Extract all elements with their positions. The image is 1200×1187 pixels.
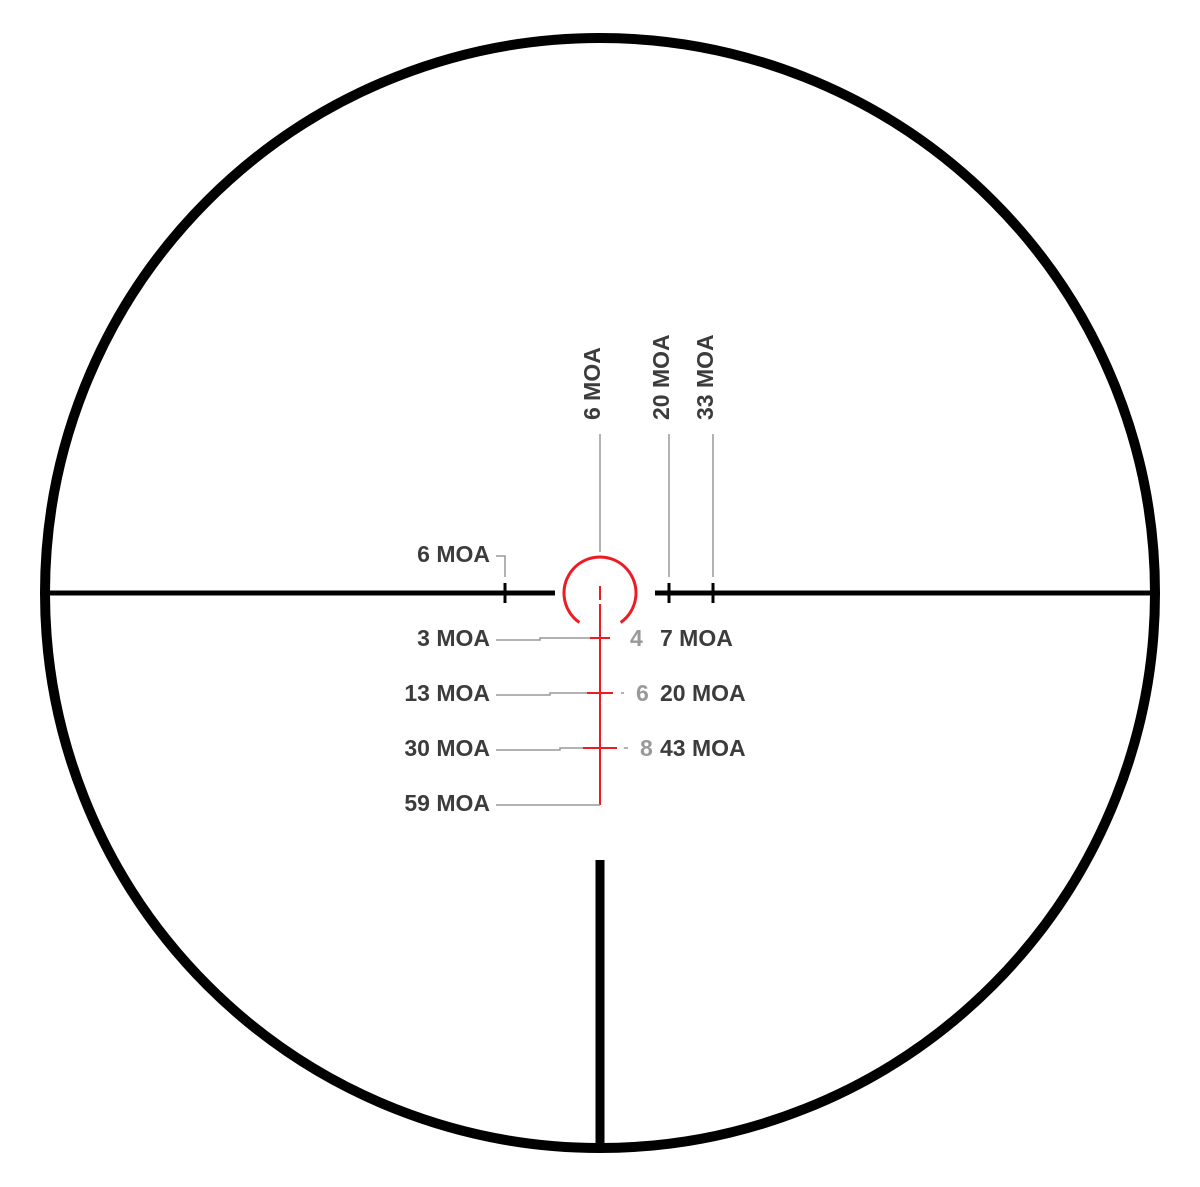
leader-left-2	[496, 693, 587, 695]
label-left-4: 59 MOA	[404, 790, 490, 816]
label-left-3: 30 MOA	[404, 735, 490, 761]
leader-left-1	[496, 638, 590, 640]
hash-number-0: 4	[630, 625, 643, 651]
label-right-0: 7 MOA	[660, 625, 733, 651]
label-left-1: 3 MOA	[417, 625, 490, 651]
label-left-2: 13 MOA	[404, 680, 490, 706]
hash-number-1: 6	[636, 680, 649, 706]
leader-left-3	[496, 748, 583, 750]
label-top-0: 6 MOA	[579, 347, 605, 420]
label-top-1: 20 MOA	[648, 334, 674, 420]
label-top-2: 33 MOA	[692, 334, 718, 420]
reticle-diagram: 6 MOA 20 MOA 33 MOA 6 MOA 3 MOA 13 MOA 30 MOA 5…	[0, 0, 1200, 1187]
leader-left-0	[496, 556, 505, 577]
label-right-2: 43 MOA	[660, 735, 746, 761]
hash-number-2: 8	[640, 735, 653, 761]
label-left-0: 6 MOA	[417, 541, 490, 567]
label-right-1: 20 MOA	[660, 680, 746, 706]
